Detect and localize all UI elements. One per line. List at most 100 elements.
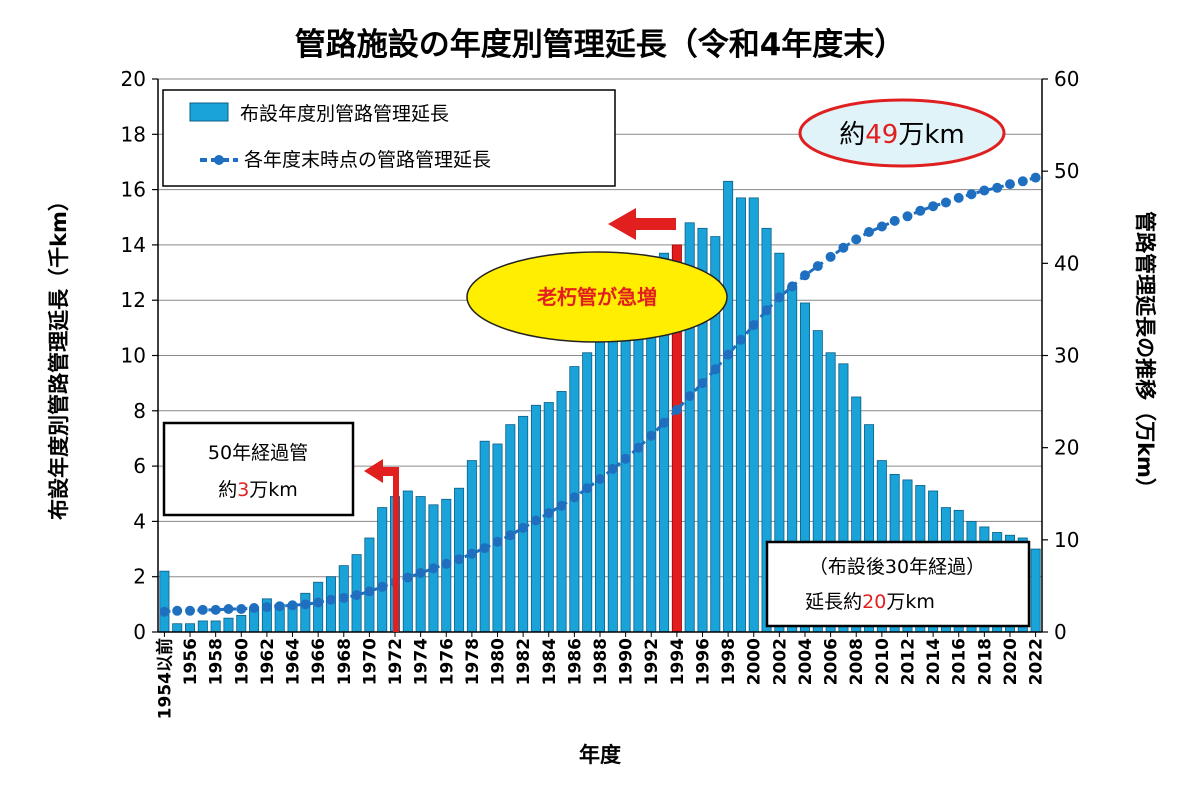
line-point-1961 [249,603,260,613]
line-point-1967 [326,594,336,605]
bar-1971 [377,507,388,633]
bar-1957 [197,620,208,633]
line-point-1997 [710,364,721,375]
line-point-1994 [671,404,682,415]
left-tick-label: 0 [133,620,146,644]
left-tick-label: 14 [121,233,146,257]
x-tick-label: 1974 [412,638,432,685]
line-point-2019 [992,182,1003,193]
x-tick-label: 1980 [489,638,509,685]
bar-1988 [594,338,606,633]
line-point-2012 [902,211,913,222]
x-tick-label: 1996 [694,638,714,685]
line-point-2003 [787,281,798,292]
legend: 布設年度別管路管理延長 各年度末時点の管路管理延長 [162,89,616,187]
line-point-1989 [607,463,618,474]
x-tick-label: 2020 [1001,638,1021,685]
line-point-2013 [915,205,926,216]
right-tick-label: 60 [1054,67,1079,91]
right-axis-label: 管路管理延長の推移（万km） [1133,211,1157,499]
line-point-2011 [889,215,900,226]
x-tick-label: 2004 [796,638,816,685]
line-point-1975 [428,563,439,574]
line-point-1965 [300,599,311,610]
bar-1999 [735,197,746,633]
bar-1970 [364,537,375,633]
x-tick-label: 1970 [360,638,380,685]
line-point-2002 [774,292,785,303]
line-point-2014 [928,201,939,212]
line-point-1996 [697,378,708,389]
line-point-2007 [838,242,849,253]
line-point-1973 [402,572,413,583]
line-point-2010 [876,221,887,232]
line-point-1999 [735,334,746,345]
arrow-left [364,459,399,632]
bar-1956 [185,623,196,633]
x-tick-label: 2010 [873,638,893,685]
box-30-year-pipes: （布設後30年経過） 延長約20万km [765,540,1031,628]
line-point-2008 [851,234,862,245]
line-point-1979 [479,543,490,554]
x-tick-label: 2014 [924,638,944,685]
x-tick-label: 1976 [437,638,457,685]
line-point-1992 [646,430,657,441]
line-point-1983 [530,515,541,526]
x-tick-label: 2000 [745,638,765,685]
left-axis-label: 布設年度別管路管理延長（千km） [47,190,71,520]
line-point-1995 [684,391,695,402]
left-tick-label: 20 [121,67,146,91]
left-axis-ticks: 0 2 4 6 8 10 12 14 16 18 20 [121,67,158,644]
right-tick-label: 20 [1054,436,1079,460]
svg-text:延長約20万km: 延長約20万km [805,591,935,613]
bar-1990 [620,313,631,633]
line-point-1977 [454,554,465,565]
x-tick-label: 2012 [899,638,919,685]
line-point-2001 [761,305,772,316]
left-tick-label: 8 [133,399,146,423]
callout-aging-pipes: 老朽管が急増 [466,251,728,343]
line-point-1982 [518,522,529,533]
x-tick-label: 1972 [386,638,406,685]
right-tick-label: 40 [1054,251,1079,275]
x-tick-label: 1964 [284,638,304,685]
x-tick-label: 2008 [847,638,867,685]
line-point-1985 [556,500,567,511]
bar-1959 [223,617,234,633]
line-point-1988 [595,474,605,484]
x-tick-label: 1990 [617,638,637,685]
left-tick-label: 4 [133,509,146,533]
bar-1978 [466,460,477,633]
line-point-1958 [210,604,221,615]
x-axis-label: 年度 [579,743,621,767]
bar-1954以前 [159,570,170,633]
line-point-2020 [1005,179,1015,190]
line-point-1987 [582,483,593,494]
arrow-top [608,208,676,240]
bar-1979 [479,440,490,633]
x-tick-label: 1960 [232,638,252,685]
line-point-2006 [825,251,836,262]
x-tick-label: 1994 [668,638,688,685]
x-tick-label: 1968 [335,638,355,685]
x-tick-label: 2006 [822,638,842,685]
callout-total-length: 約49万km [798,98,1006,168]
bar-1998 [723,180,734,633]
line-point-1980 [492,536,503,547]
line-point-1960 [236,604,247,614]
right-tick-label: 30 [1054,344,1079,368]
line-point-1984 [543,508,554,519]
legend-bar-swatch [189,102,229,122]
x-tick-label: 1962 [258,638,278,685]
line-point-2000 [748,320,759,331]
line-point-2009 [864,227,874,237]
bar-1958 [210,620,221,633]
line-point-2017 [966,189,977,200]
line-point-1969 [351,590,362,601]
line-point-1986 [569,492,580,503]
bar-2000 [748,197,759,633]
bar-1960 [236,615,247,633]
box-50-year-line1: 50年経過管 [208,442,308,464]
bar-1981 [505,424,516,633]
